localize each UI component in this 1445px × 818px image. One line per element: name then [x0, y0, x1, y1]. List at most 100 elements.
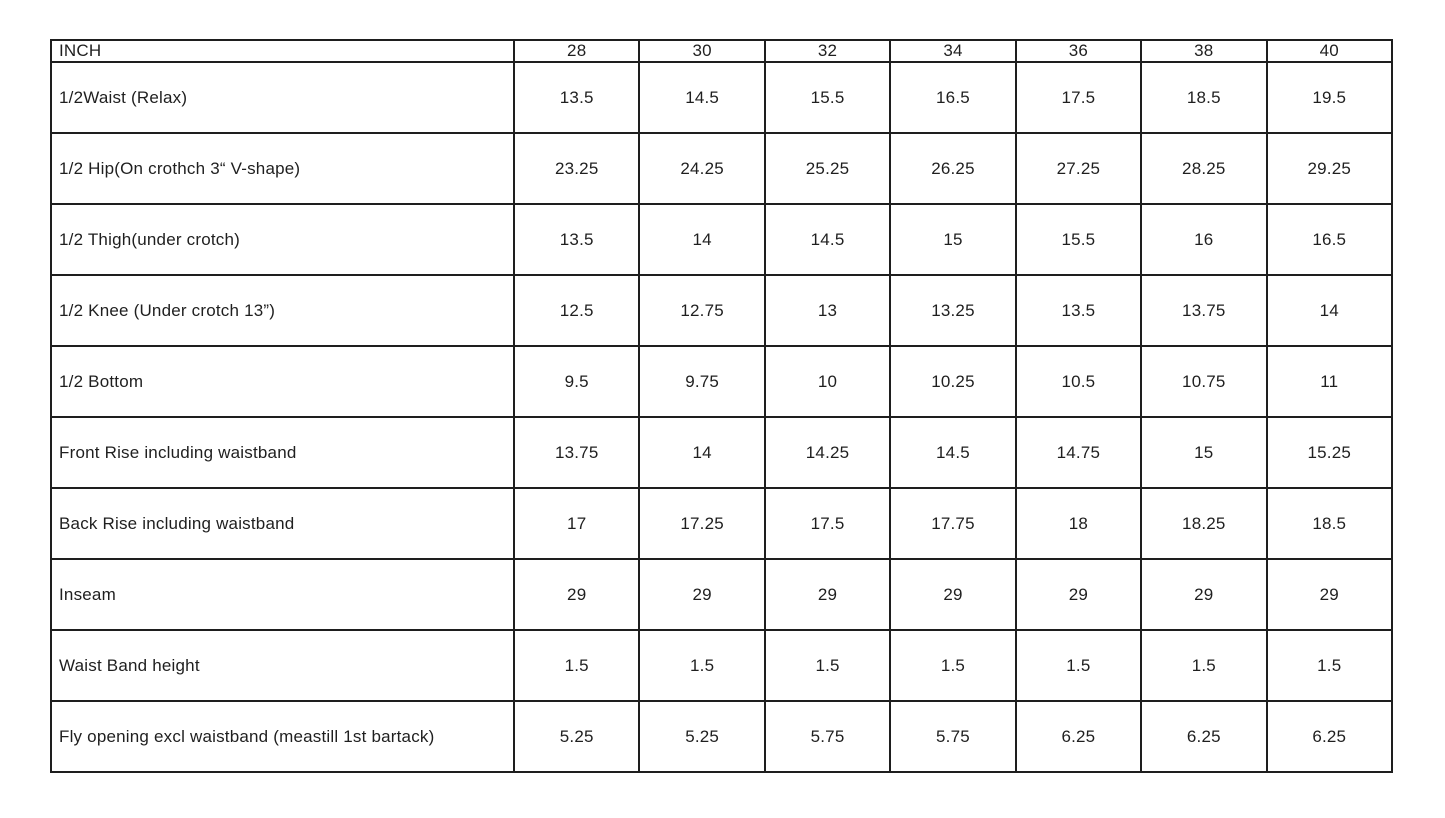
measurement-value-cell: 18.5: [1265, 487, 1394, 560]
measurement-value-cell: 14: [1265, 274, 1394, 347]
measurement-value-cell: 15.5: [763, 61, 892, 134]
measurement-value-cell: 18: [1014, 487, 1143, 560]
measurement-value-cell: 15.25: [1265, 416, 1394, 489]
measurement-value-cell: 13.5: [512, 61, 641, 134]
table-row: 1/2 Knee (Under crotch 13”) 12.5 12.75 13 13…: [50, 274, 1394, 347]
unit-header-cell: INCH: [50, 39, 515, 63]
row-label-cell: 1/2 Thigh(under crotch): [50, 203, 515, 276]
measurement-value-cell: 28.25: [1140, 132, 1268, 205]
measurement-value-cell: 5.25: [512, 700, 641, 773]
measurement-value-cell: 29.25: [1265, 132, 1394, 205]
measurement-value-cell: 16: [1140, 203, 1268, 276]
measurement-value-cell: 1.5: [1014, 629, 1143, 702]
size-header-cell: 38: [1140, 39, 1268, 63]
measurement-value-cell: 1.5: [1140, 629, 1268, 702]
measurement-value-cell: 27.25: [1014, 132, 1143, 205]
row-label-cell: Waist Band height: [50, 629, 515, 702]
measurement-value-cell: 23.25: [512, 132, 641, 205]
measurement-value-cell: 10.25: [889, 345, 1017, 418]
size-chart-body: 1/2Waist (Relax) 13.5 14.5 15.5 16.5 17.5 18.5…: [50, 61, 1394, 773]
measurement-value-cell: 16.5: [1265, 203, 1394, 276]
measurement-value-cell: 15: [1140, 416, 1268, 489]
measurement-value-cell: 17.25: [638, 487, 766, 560]
measurement-value-cell: 5.75: [763, 700, 892, 773]
measurement-value-cell: 29: [638, 558, 766, 631]
size-chart-table: INCH 28 30 32 34 36 38 40 1/2Waist (Relax) 13.5 1…: [50, 39, 1394, 773]
measurement-value-cell: 24.25: [638, 132, 766, 205]
size-header-cell: 34: [889, 39, 1017, 63]
measurement-value-cell: 13.75: [512, 416, 641, 489]
measurement-value-cell: 17.5: [763, 487, 892, 560]
row-label-cell: 1/2 Bottom: [50, 345, 515, 418]
measurement-value-cell: 16.5: [889, 61, 1017, 134]
measurement-value-cell: 1.5: [763, 629, 892, 702]
measurement-value-cell: 29: [1140, 558, 1268, 631]
measurement-value-cell: 13.5: [1014, 274, 1143, 347]
measurement-value-cell: 13.75: [1140, 274, 1268, 347]
measurement-value-cell: 10.5: [1014, 345, 1143, 418]
measurement-value-cell: 5.25: [638, 700, 766, 773]
measurement-value-cell: 29: [889, 558, 1017, 631]
measurement-value-cell: 19.5: [1265, 61, 1394, 134]
measurement-value-cell: 29: [763, 558, 892, 631]
table-row: 1/2 Thigh(under crotch) 13.5 14 14.5 15 15.5 1…: [50, 203, 1394, 276]
measurement-value-cell: 10: [763, 345, 892, 418]
size-chart-header: INCH 28 30 32 34 36 38 40: [50, 39, 1394, 63]
size-header-cell: 32: [763, 39, 892, 63]
header-row: INCH 28 30 32 34 36 38 40: [50, 39, 1394, 63]
measurement-value-cell: 1.5: [512, 629, 641, 702]
measurement-value-cell: 13.25: [889, 274, 1017, 347]
measurement-value-cell: 1.5: [889, 629, 1017, 702]
row-label-cell: Inseam: [50, 558, 515, 631]
measurement-value-cell: 15.5: [1014, 203, 1143, 276]
measurement-value-cell: 14.25: [763, 416, 892, 489]
table-row: 1/2 Bottom 9.5 9.75 10 10.25 10.5 10.75 11: [50, 345, 1394, 418]
measurement-value-cell: 18.25: [1140, 487, 1268, 560]
measurement-value-cell: 14.5: [638, 61, 766, 134]
measurement-value-cell: 1.5: [638, 629, 766, 702]
measurement-value-cell: 12.5: [512, 274, 641, 347]
measurement-value-cell: 6.25: [1014, 700, 1143, 773]
measurement-value-cell: 29: [1265, 558, 1394, 631]
measurement-value-cell: 14: [638, 203, 766, 276]
measurement-value-cell: 14.5: [763, 203, 892, 276]
table-row: Front Rise including waistband 13.75 14 14.…: [50, 416, 1394, 489]
row-label-cell: Fly opening excl waistband (meastill 1st…: [50, 700, 515, 773]
measurement-value-cell: 12.75: [638, 274, 766, 347]
table-row: 1/2Waist (Relax) 13.5 14.5 15.5 16.5 17.5 18.5…: [50, 61, 1394, 134]
measurement-value-cell: 6.25: [1265, 700, 1394, 773]
measurement-value-cell: 18.5: [1140, 61, 1268, 134]
row-label-cell: 1/2Waist (Relax): [50, 61, 515, 134]
table-row: Back Rise including waistband 17 17.25 17.5…: [50, 487, 1394, 560]
measurement-value-cell: 25.25: [763, 132, 892, 205]
measurement-value-cell: 26.25: [889, 132, 1017, 205]
measurement-value-cell: 15: [889, 203, 1017, 276]
measurement-value-cell: 17.5: [1014, 61, 1143, 134]
table-row: Inseam 29 29 29 29 29 29 29: [50, 558, 1394, 631]
measurement-value-cell: 9.5: [512, 345, 641, 418]
row-label-cell: Back Rise including waistband: [50, 487, 515, 560]
size-header-cell: 36: [1014, 39, 1143, 63]
table-row: Fly opening excl waistband (meastill 1st…: [50, 700, 1394, 773]
measurement-value-cell: 10.75: [1140, 345, 1268, 418]
measurement-value-cell: 17.75: [889, 487, 1017, 560]
measurement-value-cell: 11: [1265, 345, 1394, 418]
size-header-cell: 30: [638, 39, 766, 63]
measurement-value-cell: 13.5: [512, 203, 641, 276]
measurement-value-cell: 1.5: [1265, 629, 1394, 702]
measurement-value-cell: 29: [512, 558, 641, 631]
row-label-cell: 1/2 Hip(On crothch 3“ V-shape): [50, 132, 515, 205]
measurement-value-cell: 14.75: [1014, 416, 1143, 489]
row-label-cell: 1/2 Knee (Under crotch 13”): [50, 274, 515, 347]
measurement-value-cell: 5.75: [889, 700, 1017, 773]
measurement-value-cell: 17: [512, 487, 641, 560]
table-row: 1/2 Hip(On crothch 3“ V-shape) 23.25 24.25…: [50, 132, 1394, 205]
row-label-cell: Front Rise including waistband: [50, 416, 515, 489]
measurement-value-cell: 14: [638, 416, 766, 489]
measurement-value-cell: 29: [1014, 558, 1143, 631]
table-row: Waist Band height 1.5 1.5 1.5 1.5 1.5 1.5 1.5: [50, 629, 1394, 702]
size-header-cell: 28: [512, 39, 641, 63]
measurement-value-cell: 14.5: [889, 416, 1017, 489]
measurement-value-cell: 6.25: [1140, 700, 1268, 773]
measurement-value-cell: 13: [763, 274, 892, 347]
